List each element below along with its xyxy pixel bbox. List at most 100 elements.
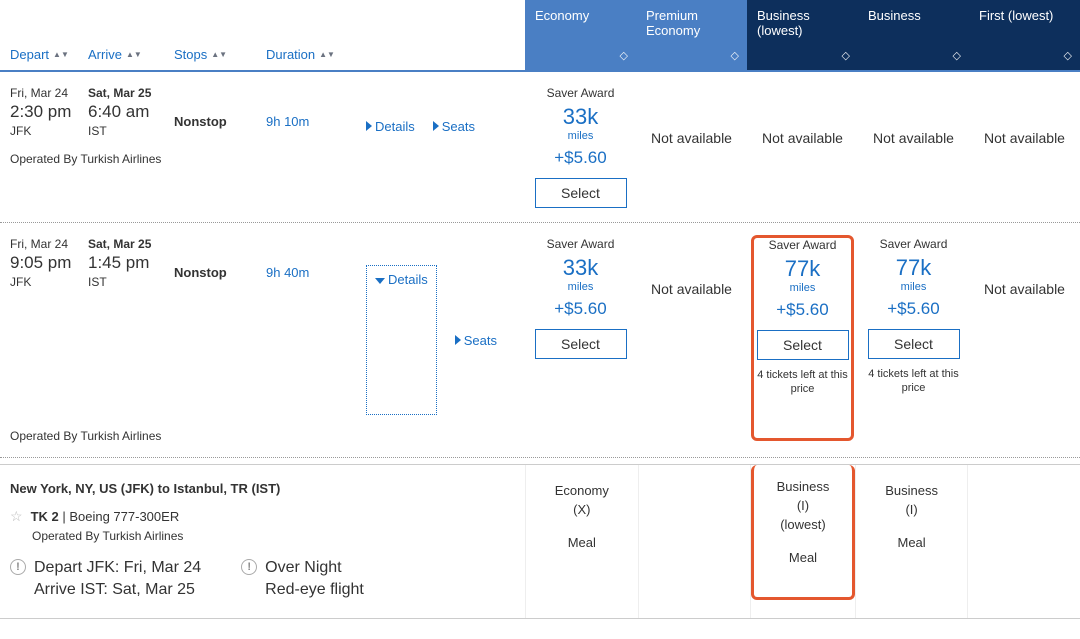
flight-row: Fri, Mar 242:30 pmJFKSat, Mar 256:40 amI… bbox=[0, 72, 1080, 223]
header-row: Depart▲▼ Arrive▲▼ Stops▲▼ Duration▲▼ Eco… bbox=[0, 0, 1080, 72]
schedule-row: ! Depart JFK: Fri, Mar 24 Arrive IST: Sa… bbox=[10, 557, 515, 602]
details-cabin-name: Business bbox=[885, 483, 938, 498]
award-label: Saver Award bbox=[880, 237, 948, 251]
sort-stops[interactable]: Stops▲▼ bbox=[174, 47, 266, 62]
details-fare-code: (X) bbox=[573, 502, 590, 517]
select-button[interactable]: Select bbox=[868, 329, 960, 359]
operated-by: Operated By Turkish Airlines bbox=[0, 152, 525, 166]
duration: 9h 10m bbox=[266, 86, 366, 138]
details-cabin-col: Economy(X)Meal bbox=[525, 465, 638, 618]
cabin-headers: Economy◇Premium Economy◇Business (lowest… bbox=[525, 0, 1080, 70]
sort-depart-label: Depart bbox=[10, 47, 49, 62]
details-cabin-col: Business (I) Meal bbox=[855, 465, 968, 618]
tickets-left: 4 tickets left at this price bbox=[862, 367, 965, 396]
fare-cell: Saver Award33kmiles+$5.60Select bbox=[525, 86, 636, 208]
fee: +$5.60 bbox=[554, 148, 606, 168]
select-button[interactable]: Select bbox=[757, 330, 849, 360]
sort-arrive[interactable]: Arrive ▲▼ bbox=[88, 47, 174, 62]
miles-amount: 77k bbox=[896, 257, 931, 279]
seats-link[interactable]: Seats bbox=[433, 114, 475, 138]
fare-cells: Saver Award33kmiles+$5.60SelectNot avail… bbox=[525, 237, 1080, 443]
select-button[interactable]: Select bbox=[535, 329, 627, 359]
details-link-label: Details bbox=[375, 119, 415, 134]
fare-cell: Saver Award77kmiles+$5.60Select4 tickets… bbox=[858, 237, 969, 443]
sort-depart[interactable]: Depart▲▼ bbox=[0, 47, 88, 62]
depart-airport: JFK bbox=[10, 275, 88, 289]
not-available: Not available bbox=[651, 130, 732, 146]
operated-by: Operated By Turkish Airlines bbox=[0, 429, 525, 443]
miles-label: miles bbox=[790, 282, 816, 294]
flight-line: ☆ TK 2 | Boeing 777-300ER bbox=[10, 508, 515, 525]
depart-time: 2:30 pm bbox=[10, 102, 88, 122]
cabin-header[interactable]: Economy◇ bbox=[525, 0, 636, 70]
miles-label: miles bbox=[568, 130, 594, 142]
arrive-airport: IST bbox=[88, 275, 174, 289]
overnight-label: Over Night bbox=[265, 557, 364, 579]
chevron-right-icon bbox=[455, 333, 461, 348]
info-icon: ! bbox=[241, 559, 257, 575]
fare-cell: Saver Award33kmiles+$5.60Select bbox=[525, 237, 636, 443]
seats-link-label: Seats bbox=[442, 119, 475, 134]
arrive-line: Arrive IST: Sat, Mar 25 bbox=[34, 579, 201, 601]
award-label: Saver Award bbox=[547, 237, 615, 251]
cabin-header-label: First (lowest) bbox=[979, 8, 1070, 23]
details-fare-code: (I) bbox=[797, 498, 809, 513]
flight-row: Fri, Mar 249:05 pmJFKSat, Mar 251:45 pmI… bbox=[0, 223, 1080, 458]
not-available: Not available bbox=[651, 281, 732, 297]
not-available: Not available bbox=[873, 130, 954, 146]
details-cabin-name: Business bbox=[777, 479, 830, 494]
award-label: Saver Award bbox=[769, 238, 837, 252]
info-icon: ! bbox=[10, 559, 26, 575]
flight-number: TK 2 bbox=[31, 509, 59, 524]
sort-arrive-label: Arrive bbox=[88, 47, 122, 62]
flight-info: Fri, Mar 249:05 pmJFKSat, Mar 251:45 pmI… bbox=[0, 237, 525, 443]
miles-label: miles bbox=[568, 281, 594, 293]
details-link-label: Details bbox=[388, 272, 428, 287]
fare-cell: Not available bbox=[636, 237, 747, 443]
flight-info: Fri, Mar 242:30 pmJFKSat, Mar 256:40 amI… bbox=[0, 86, 525, 208]
redeye-label: Red-eye flight bbox=[265, 579, 364, 601]
tickets-left: 4 tickets left at this price bbox=[756, 368, 849, 397]
cabin-header-label: Premium Economy bbox=[646, 8, 737, 38]
fee: +$5.60 bbox=[554, 299, 606, 319]
cabin-header[interactable]: Business (lowest)◇ bbox=[747, 0, 858, 70]
details-cabin-extra: (lowest) bbox=[780, 517, 826, 532]
cabin-header-label: Economy bbox=[535, 8, 626, 23]
seats-link[interactable]: Seats bbox=[455, 265, 497, 415]
not-available: Not available bbox=[762, 130, 843, 146]
chevron-right-icon bbox=[366, 119, 372, 134]
fare-cell: Not available bbox=[858, 86, 969, 208]
arrive-airport: IST bbox=[88, 124, 174, 138]
sort-duration-label: Duration bbox=[266, 47, 315, 62]
cabin-header[interactable]: First (lowest) ◇ bbox=[969, 0, 1080, 70]
duration: 9h 40m bbox=[266, 237, 366, 415]
fare-cells: Saver Award33kmiles+$5.60SelectNot avail… bbox=[525, 86, 1080, 208]
fee: +$5.60 bbox=[887, 299, 939, 319]
sort-icon: ▲▼ bbox=[126, 52, 142, 58]
details-link[interactable]: Details bbox=[366, 265, 437, 415]
details-meal: Meal bbox=[897, 535, 925, 550]
details-fare-code: (I) bbox=[905, 502, 917, 517]
route-title: New York, NY, US (JFK) to Istanbul, TR (… bbox=[10, 481, 515, 496]
fare-cell: Not available bbox=[969, 86, 1080, 208]
details-cabin-col bbox=[638, 465, 751, 618]
cabin-header[interactable]: Premium Economy ◇ bbox=[636, 0, 747, 70]
star-icon: ☆ bbox=[10, 508, 23, 525]
arrive-date: Sat, Mar 25 bbox=[88, 237, 174, 251]
depart-line: Depart JFK: Fri, Mar 24 bbox=[34, 557, 201, 579]
details-link[interactable]: Details bbox=[366, 114, 415, 138]
chevron-icon: ◇ bbox=[1064, 49, 1072, 62]
sort-icon: ▲▼ bbox=[211, 52, 227, 58]
chevron-icon: ◇ bbox=[731, 49, 739, 62]
not-available: Not available bbox=[984, 130, 1065, 146]
cabin-header[interactable]: Business◇ bbox=[858, 0, 969, 70]
seats-link-label: Seats bbox=[464, 333, 497, 348]
arrive-time: 6:40 am bbox=[88, 102, 174, 122]
details-cabin-cols: Economy(X)MealBusiness(I)(lowest)MealBus… bbox=[525, 465, 1080, 618]
sort-duration[interactable]: Duration▲▼ bbox=[266, 47, 406, 62]
award-label: Saver Award bbox=[547, 86, 615, 100]
select-button[interactable]: Select bbox=[535, 178, 627, 208]
details-cabin-col: Business(I)(lowest)Meal bbox=[750, 465, 855, 618]
chevron-right-icon bbox=[433, 119, 439, 134]
sort-headers: Depart▲▼ Arrive▲▼ Stops▲▼ Duration▲▼ bbox=[0, 0, 525, 70]
